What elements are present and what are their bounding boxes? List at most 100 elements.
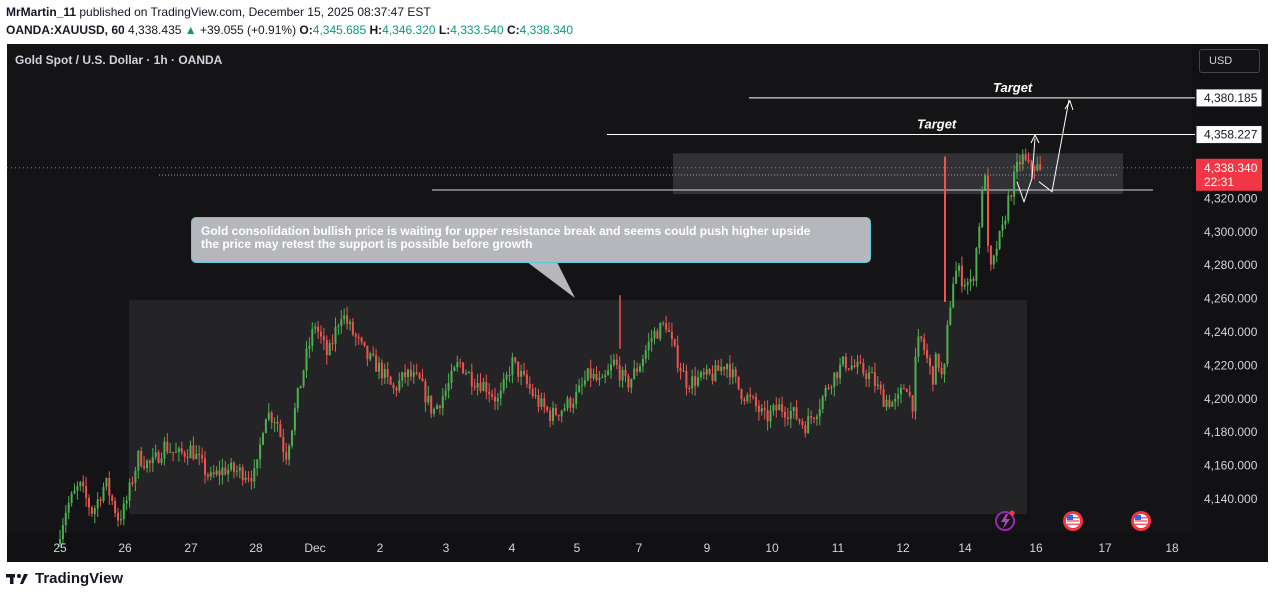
candle-body xyxy=(856,361,859,367)
candle-body xyxy=(546,406,549,411)
candle-body xyxy=(317,326,320,332)
candle-body xyxy=(1004,220,1007,225)
candle-body xyxy=(1033,169,1036,171)
candle-body xyxy=(398,380,401,391)
target-label-2: Target xyxy=(993,80,1033,95)
candle-body xyxy=(433,409,436,414)
candle-body xyxy=(244,477,247,481)
candle-body xyxy=(833,372,836,387)
x-tick-label: 3 xyxy=(443,541,450,555)
projection-arrowhead-2 xyxy=(1064,99,1074,111)
candle-body xyxy=(230,462,233,470)
candle-body xyxy=(934,353,937,385)
candle-body xyxy=(195,453,198,460)
candle-body xyxy=(647,341,650,351)
y-tick-label: 4,280.000 xyxy=(1204,258,1258,272)
candle-body xyxy=(534,395,537,397)
candle-body xyxy=(639,366,641,372)
y-tick-label: 4,160.000 xyxy=(1204,459,1258,473)
candle-body xyxy=(122,503,125,520)
candle-body xyxy=(102,486,105,502)
candle-body xyxy=(85,486,88,498)
candle-body xyxy=(470,371,473,387)
candle-body xyxy=(772,405,775,411)
candle-body xyxy=(821,396,824,409)
target-label-1: Target xyxy=(917,117,957,132)
y-tick-label: 4,200.000 xyxy=(1204,392,1258,406)
x-tick-label: 17 xyxy=(1098,541,1112,555)
candle-body xyxy=(401,372,404,381)
candle-body xyxy=(998,230,1001,249)
candle-body xyxy=(734,369,737,377)
candle-body xyxy=(314,326,317,329)
candle-body xyxy=(1039,164,1042,171)
candle-body xyxy=(264,419,267,434)
candle-body xyxy=(900,388,902,395)
candle-body xyxy=(201,455,204,459)
candle-body xyxy=(981,189,984,227)
consolidation-box-lower xyxy=(129,300,1027,515)
candle-body xyxy=(673,339,676,346)
candle-body xyxy=(204,458,206,475)
candle-body xyxy=(859,361,862,363)
candle-body xyxy=(552,407,554,421)
low-label: L: xyxy=(438,23,451,37)
chart-panel[interactable]: Target Target 4,140.000 4,160.000 4,180.000 4… xyxy=(7,44,1268,562)
candle-body xyxy=(992,255,995,265)
price-chart[interactable]: Target Target 4,140.000 4,160.000 4,180.000 4… xyxy=(7,44,1268,562)
candle-body xyxy=(810,416,813,418)
candle-body xyxy=(346,315,349,324)
candle-body xyxy=(154,452,157,458)
candle-body xyxy=(59,539,61,545)
x-tick-label: 2 xyxy=(377,541,384,555)
candle-body xyxy=(337,325,340,328)
candle-body xyxy=(496,398,499,402)
candle-body xyxy=(308,345,311,349)
candle-body xyxy=(786,417,789,419)
candle-body xyxy=(502,379,505,391)
candle-body xyxy=(827,387,830,389)
candle-body xyxy=(708,369,711,374)
candle-body xyxy=(830,386,833,389)
x-tick-label: 4 xyxy=(509,541,516,555)
candle-body xyxy=(784,411,786,418)
candle-body xyxy=(146,460,148,469)
candle-body xyxy=(412,372,415,377)
candle-body xyxy=(1016,161,1018,172)
candle-body xyxy=(1024,154,1027,160)
candle-body xyxy=(940,367,943,375)
x-tick-label: 28 xyxy=(249,541,263,555)
candle-body xyxy=(676,345,679,368)
x-tick-label: Dec xyxy=(304,541,325,555)
currency-button[interactable]: USD xyxy=(1199,49,1260,73)
author-name[interactable]: MrMartin_11 xyxy=(6,5,77,19)
idea-note[interactable]: Gold consolidation bullish price is wait… xyxy=(191,217,871,263)
candle-body xyxy=(128,482,131,501)
candle-body xyxy=(163,441,166,459)
candle-body xyxy=(111,495,114,501)
candle-body xyxy=(125,500,128,504)
candle-body xyxy=(871,372,873,374)
candle-body xyxy=(256,459,259,469)
target-price-tag-2: 4,380.185 xyxy=(1204,91,1258,105)
candle-body xyxy=(180,448,183,453)
candle-body xyxy=(662,323,665,325)
candle-body xyxy=(491,394,494,397)
candle-body xyxy=(801,421,804,426)
candle-body xyxy=(554,407,557,415)
candle-body xyxy=(1007,195,1010,221)
candle-body xyxy=(488,391,491,395)
candle-body xyxy=(302,370,305,386)
tradingview-logo[interactable]: TradingView xyxy=(6,570,123,587)
candle-body xyxy=(514,357,517,362)
candle-body xyxy=(1030,161,1033,170)
candle-body xyxy=(575,391,578,404)
candle-body xyxy=(293,408,296,431)
publish-info-line: MrMartin_11 published on TradingView.com… xyxy=(6,4,1266,21)
us-flag-canton xyxy=(1067,515,1073,520)
change-arrow-icon: ▲ xyxy=(184,23,197,37)
candle-body xyxy=(476,383,479,388)
candle-body xyxy=(920,336,923,339)
candle-body xyxy=(389,376,392,385)
candle-body xyxy=(621,369,624,381)
